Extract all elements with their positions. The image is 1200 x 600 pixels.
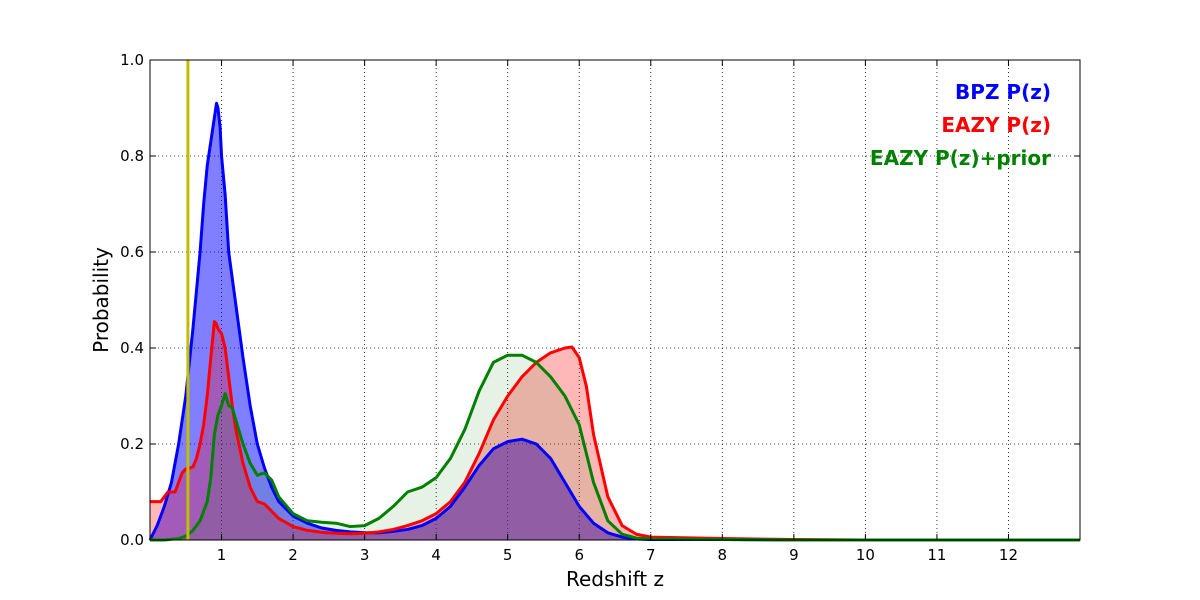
x-tick-label: 8 — [718, 546, 728, 564]
y-tick-label: 0.6 — [120, 243, 144, 261]
legend-entry-eazy-prior: EAZY P(z)+prior — [870, 146, 1051, 170]
series-line-1 — [150, 320, 1080, 542]
x-tick-label: 2 — [288, 546, 298, 564]
x-tick-label: 4 — [431, 546, 441, 564]
x-tick-label: 3 — [360, 546, 370, 564]
legend: BPZ P(z) EAZY P(z) EAZY P(z)+prior — [870, 80, 1051, 170]
legend-entry-bpz: BPZ P(z) — [955, 80, 1051, 104]
y-tick-label: 1.0 — [120, 51, 144, 69]
series-lines — [148, 101, 1080, 542]
x-axis-label: Redshift z — [566, 567, 664, 591]
series-line-0 — [148, 101, 1080, 542]
y-tick-label: 0.0 — [120, 531, 144, 549]
series-line-2 — [150, 353, 1080, 542]
plot-frame — [149, 59, 1081, 541]
legend-entry-eazy: EAZY P(z) — [941, 113, 1051, 137]
series-fill-0 — [150, 103, 1080, 540]
x-tick-label: 10 — [856, 546, 875, 564]
x-tick-label: 12 — [999, 546, 1018, 564]
series-fills — [150, 103, 1080, 540]
y-tick-label: 0.4 — [120, 339, 144, 357]
series-fill-1 — [150, 321, 1080, 540]
y-axis-label: Probability — [89, 247, 113, 353]
x-tick-label: 7 — [646, 546, 656, 564]
y-tick-label: 0.8 — [120, 147, 144, 165]
y-tick-label: 0.2 — [120, 435, 144, 453]
series-fill-2 — [150, 355, 1080, 540]
x-tick-label: 9 — [789, 546, 799, 564]
x-tick-label: 6 — [574, 546, 584, 564]
grid — [150, 60, 1080, 540]
axis-ticks: 1 2 3 4 5 6 7 8 9 10 11 120.00.20.40.60.81.0 — [120, 51, 1080, 564]
x-tick-label: 5 — [503, 546, 513, 564]
x-tick-label: 11 — [927, 546, 946, 564]
x-tick-label: 1 — [217, 546, 227, 564]
